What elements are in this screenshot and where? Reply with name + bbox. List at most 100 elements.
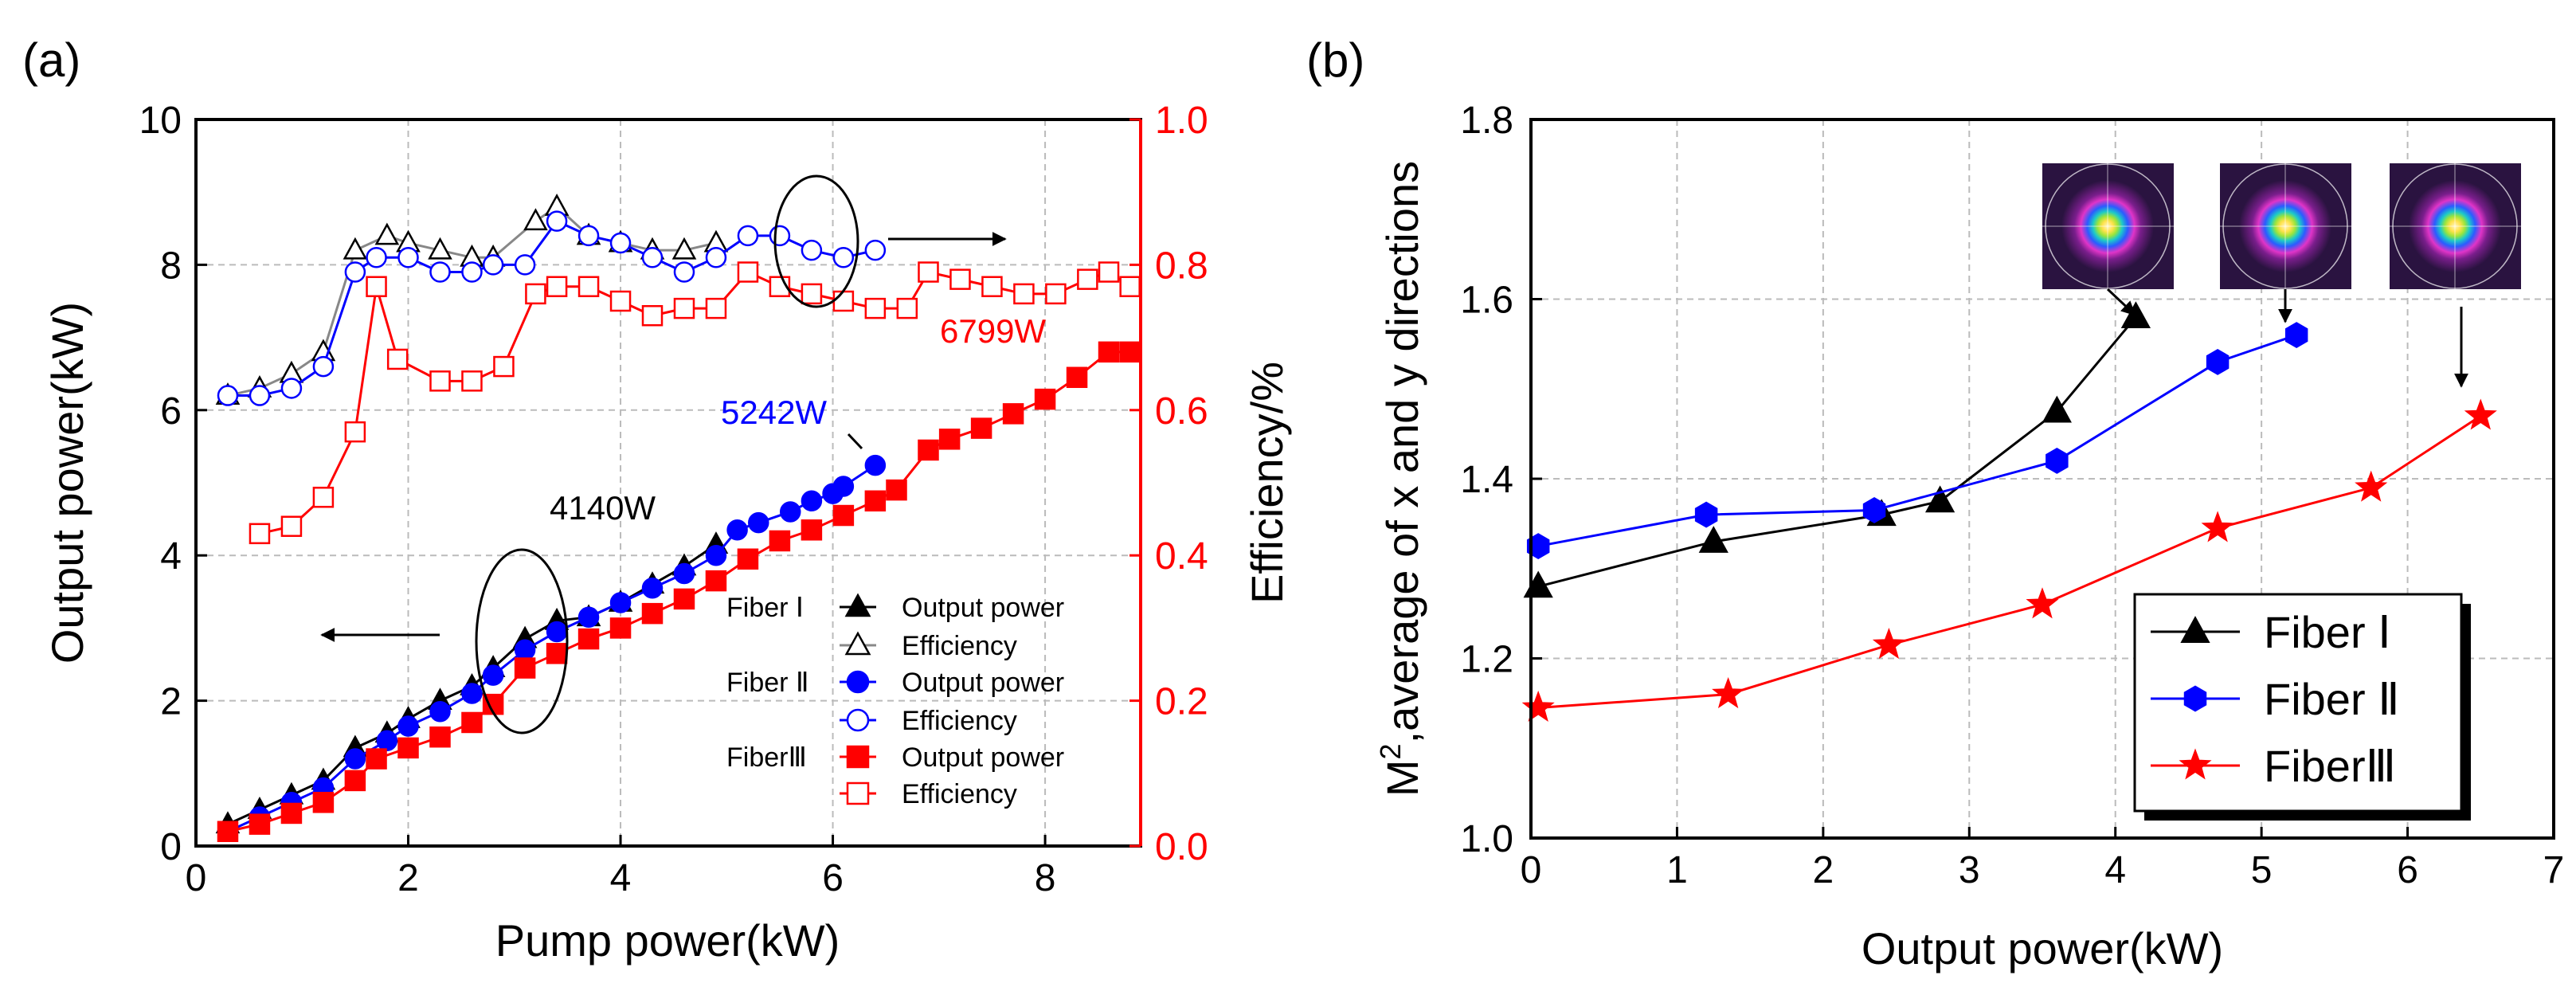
panel-a-series-4-point xyxy=(280,802,303,825)
panel-a-series-2-point xyxy=(376,730,398,752)
panel-b: (b) 0 1 2 3 4 5 6 7 1.0 1.2 1.4 1.6 1.8 Output power… xyxy=(1306,33,2564,973)
panel-a-series-3-point xyxy=(312,355,335,378)
panel-a-series-4-point xyxy=(344,770,366,792)
panel-b-y-tick-label: 1.6 xyxy=(1460,280,1513,322)
panel-a-series-5-point xyxy=(896,297,918,319)
panel-a-series-4-point xyxy=(1002,403,1024,425)
panel-b-series-line-1 xyxy=(1537,334,2297,548)
panel-b-series-2-point xyxy=(2201,511,2234,543)
panel-a-series-2-point xyxy=(801,490,823,512)
panel-b-y-tick-label: 1.0 xyxy=(1460,818,1513,860)
legend-marker xyxy=(844,631,871,656)
panel-b-x-tick-label: 3 xyxy=(1959,849,1980,891)
panel-a-series-5-point xyxy=(1119,276,1141,298)
panel-b-series-1-point xyxy=(2284,322,2308,349)
beam-profile-inset-fiber-i xyxy=(2042,163,2174,289)
panel-b-y-tick-label: 1.2 xyxy=(1460,639,1513,681)
panel-a-series-5-point xyxy=(429,370,451,392)
panel-a-frame xyxy=(194,118,1142,848)
panel-a-series-5-point xyxy=(832,290,855,312)
panel-b-series-1-point xyxy=(1526,533,1550,560)
panel-a-series-3-point xyxy=(429,261,451,283)
panel-a-series-4-point xyxy=(312,792,335,813)
legend-marker xyxy=(846,781,870,805)
panel-b-x-axis-title: Output power(kW) xyxy=(1862,923,2223,973)
panel-a-series-2-point xyxy=(461,683,483,704)
panel-b-y-axis-title: M2,average of x and y directions xyxy=(1374,161,1427,797)
beam-profile-inset-fiber-ii xyxy=(2220,163,2351,289)
panel-a-grid xyxy=(196,119,1141,846)
panel-a-series-5-point xyxy=(280,515,303,537)
panel-a-series-3-point xyxy=(482,254,504,276)
panel-a-series-5-point xyxy=(344,421,366,443)
panel-a-x-tick-label: 0 xyxy=(186,857,207,899)
panel-b-series-2-point xyxy=(1712,676,1745,709)
panel-a-series-4-point xyxy=(832,504,855,527)
panel-b-series-0-point xyxy=(1698,526,1728,553)
panel-a-series-4-point xyxy=(577,628,600,650)
panel-a-series-4-point xyxy=(737,548,759,570)
panel-a-series-4-point xyxy=(1066,366,1088,389)
panel-a-series-3-point xyxy=(737,225,759,247)
panel-a-series-4-point xyxy=(546,643,568,664)
panel-b-legend-marker xyxy=(2179,748,2212,780)
panel-a-series-4-point xyxy=(641,602,664,625)
panel-a-series-4-point xyxy=(1098,341,1120,363)
panel-b-x-tick-label: 5 xyxy=(2251,849,2273,891)
panel-a-series-4-point xyxy=(1119,341,1141,363)
panel-b-series-2-point xyxy=(2464,398,2497,430)
panel-a-series-3-point xyxy=(801,239,823,261)
panel-a-series-3-point xyxy=(705,247,727,268)
panel-b-series-0-point xyxy=(1924,485,1955,513)
panel-a-right-tick-label: 0.0 xyxy=(1155,826,1208,868)
panel-a-series xyxy=(215,194,1141,843)
panel-a-series-3-point xyxy=(864,239,887,261)
panel-a-series-5-point xyxy=(864,297,887,319)
panel-a-series-5-point xyxy=(981,276,1003,298)
panel-b-x-tick-label: 4 xyxy=(2104,849,2126,891)
panel-a-series-5-point xyxy=(386,348,409,370)
panel-b-series-1-point xyxy=(2206,348,2230,375)
panel-a-series-4-point xyxy=(801,519,823,541)
panel-a-series-4-point xyxy=(864,490,887,512)
legend-label: Output power xyxy=(902,668,1064,698)
panel-b-legend-label: Fiber Ⅱ xyxy=(2264,674,2400,724)
panel-a-series-5-point xyxy=(577,276,600,298)
panel-a-series-3-point xyxy=(366,247,387,268)
panel-a-series-2-point xyxy=(514,639,536,661)
panel-a-series-2-point xyxy=(832,476,855,497)
panel-a-left-tick-label: 8 xyxy=(160,245,182,287)
panel-a-series-4-point xyxy=(217,821,239,843)
panel-a-series-2-point xyxy=(779,501,801,523)
panel-a-series-1-point xyxy=(523,208,548,231)
panel-a-x-tick-label: 4 xyxy=(610,857,632,899)
legend-fiber-label: FiberⅢ xyxy=(726,742,807,773)
panel-a-series-5-point xyxy=(609,290,632,312)
panel-a-series-3-point xyxy=(280,378,303,399)
panel-b-series-1-point xyxy=(2046,448,2069,474)
panel-a-series-4-point xyxy=(918,439,939,461)
panel-a-series-line-3 xyxy=(227,219,876,398)
panel-a-series-5-point xyxy=(737,261,759,283)
panel-a-series-3-point xyxy=(461,261,483,283)
panel-a-series-5-point xyxy=(312,486,335,508)
panel-a-x-tick-label: 6 xyxy=(822,857,844,899)
panel-a-series-4-point xyxy=(1034,388,1056,410)
panel-a-series-5-point xyxy=(705,297,727,319)
panel-a-series-3-point xyxy=(514,254,536,276)
panel-a-series-5-point xyxy=(1013,283,1035,305)
panel-a-series-4-point xyxy=(886,479,907,501)
panel-a-series-2-point xyxy=(864,454,887,476)
panel-a-series-3-point xyxy=(577,225,600,247)
panel-a-series-4-point xyxy=(673,588,695,610)
panel-a-series-4-point xyxy=(397,737,419,759)
panel-a-series-5-point xyxy=(525,283,546,305)
panel-b-ticks: 0 1 2 3 4 5 6 7 1.0 1.2 1.4 1.6 1.8 xyxy=(1460,100,2564,891)
legend-label: Output power xyxy=(902,742,1064,773)
panel-a-series-5-point xyxy=(1098,261,1120,283)
legend-fiber-label: Fiber Ⅰ xyxy=(726,593,804,623)
panel-b-series-0-point xyxy=(2042,395,2072,423)
panel-a-series-5-point xyxy=(641,304,664,327)
panel-a-series-3-point xyxy=(397,247,419,268)
